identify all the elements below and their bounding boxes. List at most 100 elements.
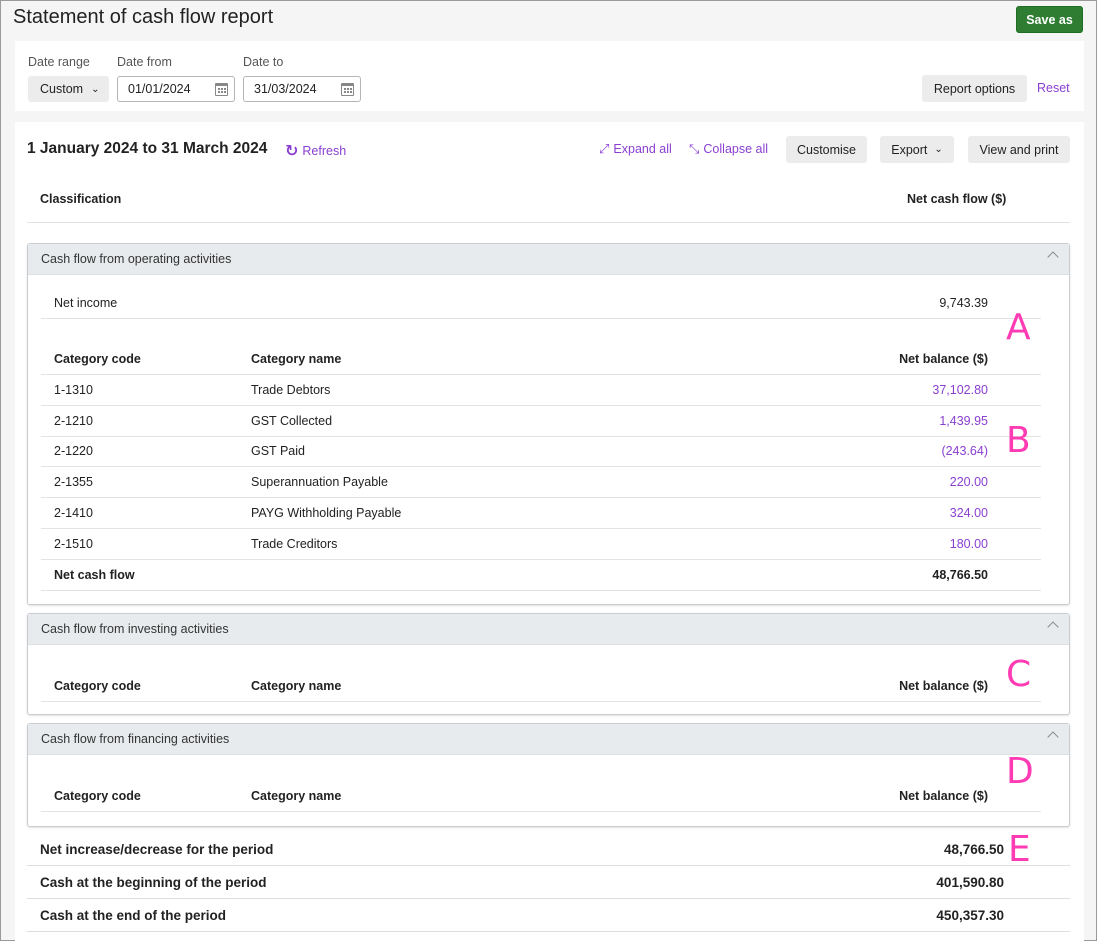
summary-row: Net increase/decrease for the period 48,… (27, 833, 1070, 866)
date-from-input[interactable]: 01/01/2024 (117, 76, 235, 102)
date-range-label: Date range (28, 55, 90, 69)
net-income-label: Net income (54, 296, 118, 310)
net-cash-flow-header: Net cash flow ($) (907, 192, 1007, 206)
date-range-select[interactable]: Custom ⌄ (28, 76, 109, 102)
view-and-print-button[interactable]: View and print (968, 136, 1070, 163)
net-balance-header: Net balance ($) (899, 679, 988, 693)
refresh-label: Refresh (302, 144, 347, 158)
category-name-header: Category name (251, 789, 342, 803)
chevron-up-icon[interactable] (1047, 621, 1059, 633)
category-code: 2-1210 (54, 414, 93, 428)
table-row: 1-1310 Trade Debtors 37,102.80 (41, 375, 1041, 406)
summary-row: Cash at the end of the period 450,357.30 (27, 899, 1070, 932)
date-to-value: 31/03/2024 (254, 82, 317, 96)
financing-section-header[interactable]: Cash flow from financing activities (28, 724, 1069, 755)
report-options-button[interactable]: Report options (922, 75, 1027, 102)
category-name: Trade Debtors (251, 383, 331, 397)
summary-row: Cash at the beginning of the period 401,… (27, 866, 1070, 899)
date-from-label: Date from (117, 55, 172, 69)
summary-value: 48,766.50 (943, 841, 1004, 857)
classification-header: Classification (40, 192, 122, 206)
category-code: 2-1355 (54, 475, 93, 489)
financing-table-header: Category code Category name Net balance … (41, 781, 1041, 812)
net-cash-flow-value: 48,766.50 (932, 568, 988, 582)
category-name: GST Paid (251, 444, 305, 458)
financing-section: Cash flow from financing activities Cate… (27, 723, 1070, 827)
net-income-row: Net income 9,743.39 (41, 288, 1041, 319)
marker-d: D (1006, 751, 1034, 792)
date-to-label: Date to (243, 55, 284, 69)
report-panel: 1 January 2024 to 31 March 2024 ↻ Refres… (15, 122, 1084, 941)
calendar-icon[interactable] (341, 83, 354, 96)
filter-panel: Date range Date from Date to Custom ⌄ 01… (15, 41, 1084, 111)
collapse-all-label: Collapse all (703, 142, 769, 156)
summary-label: Net increase/decrease for the period (40, 841, 274, 857)
net-balance-link[interactable]: 220.00 (949, 475, 988, 489)
category-name-header: Category name (251, 352, 342, 366)
category-code-header: Category code (54, 352, 141, 366)
collapse-all-link[interactable]: ⤡ Collapse all (689, 141, 768, 157)
net-balance-link[interactable]: (243.64) (941, 444, 988, 458)
marker-b: B (1006, 420, 1031, 461)
export-label: Export (891, 142, 928, 157)
export-button[interactable]: Export ⌄ (880, 136, 954, 163)
marker-e: E (1008, 829, 1031, 870)
net-balance-header: Net balance ($) (899, 789, 988, 803)
operating-section-header[interactable]: Cash flow from operating activities (28, 244, 1069, 275)
net-cash-flow-label: Net cash flow (54, 568, 135, 582)
operating-table-header: Category code Category name Net balance … (41, 344, 1041, 375)
divider (27, 222, 1070, 223)
collapse-icon: ⤡ (689, 141, 700, 156)
chevron-down-icon: ⌄ (934, 144, 943, 155)
investing-section: Cash flow from investing activities Cate… (27, 613, 1070, 715)
reset-link[interactable]: Reset (1037, 81, 1070, 95)
table-row: 2-1355 Superannuation Payable 220.00 (41, 467, 1041, 498)
net-balance-link[interactable]: 37,102.80 (932, 383, 988, 397)
date-range-value: Custom (40, 82, 84, 96)
table-row: 2-1210 GST Collected 1,439.95 (41, 406, 1041, 437)
expand-icon: ⤢ (599, 141, 610, 156)
table-row: 2-1410 PAYG Withholding Payable 324.00 (41, 498, 1041, 529)
category-code-header: Category code (54, 789, 141, 803)
category-code: 2-1220 (54, 444, 93, 458)
net-balance-link[interactable]: 1,439.95 (939, 414, 988, 428)
net-balance-link[interactable]: 180.00 (949, 537, 988, 551)
operating-title: Cash flow from operating activities (41, 252, 232, 266)
category-name-header: Category name (251, 679, 342, 693)
category-name: Trade Creditors (251, 537, 338, 551)
investing-section-header[interactable]: Cash flow from investing activities (28, 614, 1069, 645)
net-balance-header: Net balance ($) (899, 352, 988, 366)
financing-title: Cash flow from financing activities (41, 732, 230, 746)
date-from-value: 01/01/2024 (128, 82, 191, 96)
chevron-up-icon[interactable] (1047, 731, 1059, 743)
marker-c: C (1006, 654, 1032, 695)
category-name: Superannuation Payable (251, 475, 388, 489)
category-name: PAYG Withholding Payable (251, 506, 402, 520)
refresh-link[interactable]: ↻ Refresh (285, 141, 346, 161)
customise-button[interactable]: Customise (786, 136, 867, 163)
net-cash-flow-row: Net cash flow 48,766.50 (41, 560, 1041, 591)
calendar-icon[interactable] (215, 83, 228, 96)
chevron-down-icon: ⌄ (91, 83, 100, 95)
date-to-input[interactable]: 31/03/2024 (243, 76, 361, 102)
marker-a: A (1006, 307, 1031, 348)
refresh-icon: ↻ (285, 143, 299, 160)
chevron-up-icon[interactable] (1047, 251, 1059, 263)
category-code-header: Category code (54, 679, 141, 693)
category-code: 2-1510 (54, 537, 93, 551)
investing-title: Cash flow from investing activities (41, 622, 229, 636)
category-code: 1-1310 (54, 383, 93, 397)
report-period: 1 January 2024 to 31 March 2024 (27, 140, 268, 157)
table-row: 2-1220 GST Paid (243.64) (41, 436, 1041, 467)
table-row: 2-1510 Trade Creditors 180.00 (41, 529, 1041, 560)
save-as-button[interactable]: Save as (1016, 6, 1083, 33)
net-balance-link[interactable]: 324.00 (949, 506, 988, 520)
category-code: 2-1410 (54, 506, 93, 520)
investing-table-header: Category code Category name Net balance … (41, 671, 1041, 702)
category-name: GST Collected (251, 414, 333, 428)
expand-all-link[interactable]: ⤢ Expand all (599, 141, 672, 157)
expand-all-label: Expand all (613, 142, 672, 156)
summary-value: 450,357.30 (936, 907, 1004, 923)
summary-label: Cash at the end of the period (40, 907, 227, 923)
net-income-value: 9,743.39 (939, 296, 988, 310)
